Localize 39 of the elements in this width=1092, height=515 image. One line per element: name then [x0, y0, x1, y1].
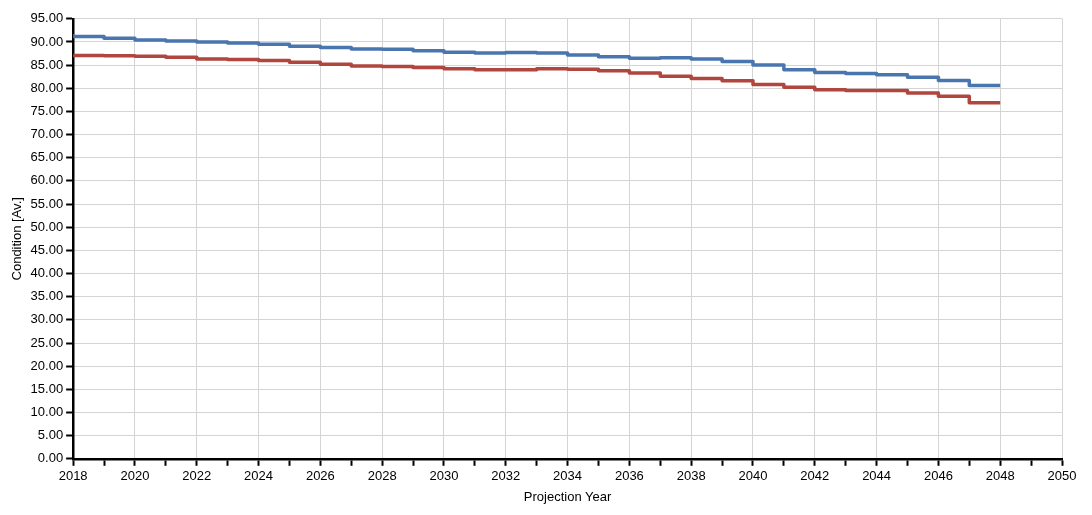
y-tick-label: 5.00: [37, 427, 64, 443]
x-tick-label: 2042: [800, 468, 830, 484]
y-tick-label: 85.00: [30, 56, 64, 72]
y-tick-label: 60.00: [30, 172, 64, 188]
x-tick-label: 2046: [923, 468, 953, 484]
y-tick-label: 90.00: [30, 33, 64, 49]
x-tick-label: 2018: [58, 468, 88, 484]
y-tick-label: 35.00: [30, 288, 64, 304]
x-tick-label: 2038: [676, 468, 706, 484]
y-tick-label: 65.00: [30, 149, 64, 165]
y-tick-label: 15.00: [30, 380, 64, 396]
x-tick-label: 2048: [985, 468, 1015, 484]
x-tick-label: 2044: [862, 468, 892, 484]
x-tick-label: 2022: [182, 468, 212, 484]
x-tick-label: 2032: [491, 468, 521, 484]
y-tick-label: 25.00: [30, 334, 64, 350]
x-tick-label: 2030: [429, 468, 459, 484]
x-tick-label: 2040: [738, 468, 768, 484]
x-tick-label: 2036: [614, 468, 644, 484]
x-tick-label: 2024: [244, 468, 274, 484]
x-tick-label: 2026: [305, 468, 335, 484]
x-tick-label: 2034: [553, 468, 583, 484]
y-tick-label: 55.00: [30, 195, 64, 211]
y-tick-label: 95.00: [30, 10, 64, 26]
y-tick-label: 10.00: [30, 404, 64, 420]
y-tick-label: 50.00: [30, 218, 64, 234]
x-tick-label: 2050: [1047, 468, 1077, 484]
y-tick-label: 40.00: [30, 265, 64, 281]
x-tick-label: 2028: [367, 468, 397, 484]
y-axis-title: Condition [Av.]: [9, 197, 25, 281]
y-tick-label: 20.00: [30, 357, 64, 373]
x-tick-label: 2020: [120, 468, 150, 484]
y-tick-label: 80.00: [30, 79, 64, 95]
x-axis-title: Projection Year: [523, 488, 612, 504]
y-tick-label: 70.00: [30, 126, 64, 142]
y-tick-label: 45.00: [30, 241, 64, 257]
y-tick-label: 75.00: [30, 103, 64, 119]
y-tick-label: 0.00: [37, 450, 64, 466]
y-tick-label: 30.00: [30, 311, 64, 327]
